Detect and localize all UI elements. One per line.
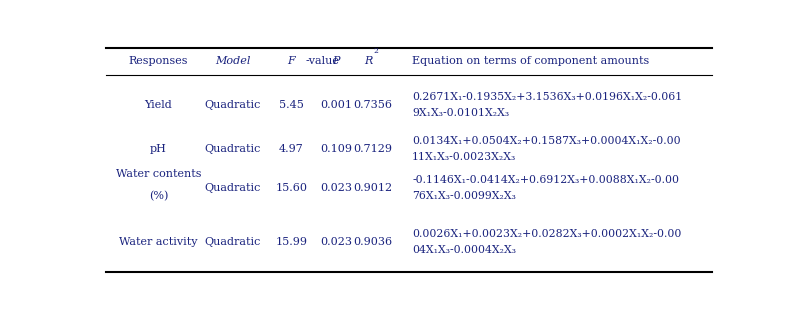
Text: R: R — [364, 56, 373, 66]
Text: (%): (%) — [148, 191, 168, 201]
Text: Quadratic: Quadratic — [204, 100, 261, 110]
Text: 0.0134X₁+0.0504X₂+0.1587X₃+0.0004X₁X₂-0.00: 0.0134X₁+0.0504X₂+0.1587X₃+0.0004X₁X₂-0.… — [412, 136, 681, 146]
Text: 11X₁X₃-0.0023X₂X₃: 11X₁X₃-0.0023X₂X₃ — [412, 152, 516, 162]
Text: 0.001: 0.001 — [320, 100, 352, 110]
Text: 0.023: 0.023 — [320, 183, 352, 193]
Text: Quadratic: Quadratic — [204, 144, 261, 154]
Text: 0.109: 0.109 — [320, 144, 352, 154]
Text: Water contents: Water contents — [116, 169, 201, 179]
Text: Responses: Responses — [128, 56, 188, 66]
Text: 04X₁X₃-0.0004X₂X₃: 04X₁X₃-0.0004X₂X₃ — [412, 245, 516, 255]
Text: 4.97: 4.97 — [279, 144, 304, 154]
Text: 0.9036: 0.9036 — [354, 236, 393, 247]
Text: -value: -value — [305, 56, 339, 66]
Text: 0.023: 0.023 — [320, 236, 352, 247]
Text: Quadratic: Quadratic — [204, 183, 261, 193]
Text: F: F — [287, 56, 295, 66]
Text: 76X₁X₃-0.0099X₂X₃: 76X₁X₃-0.0099X₂X₃ — [412, 191, 516, 201]
Text: Yield: Yield — [144, 100, 172, 110]
Text: Equation on terms of component amounts: Equation on terms of component amounts — [412, 56, 650, 66]
Text: 15.60: 15.60 — [275, 183, 307, 193]
Text: P: P — [332, 56, 340, 66]
Text: 9X₁X₃-0.0101X₂X₃: 9X₁X₃-0.0101X₂X₃ — [412, 108, 509, 118]
Text: 0.7129: 0.7129 — [354, 144, 393, 154]
Text: Quadratic: Quadratic — [204, 236, 261, 247]
Text: 15.99: 15.99 — [275, 236, 307, 247]
Text: 2: 2 — [373, 47, 378, 55]
Text: 5.45: 5.45 — [279, 100, 304, 110]
Text: 0.7356: 0.7356 — [354, 100, 393, 110]
Text: Model: Model — [215, 56, 251, 66]
Text: 0.2671X₁-0.1935X₂+3.1536X₃+0.0196X₁X₂-0.061: 0.2671X₁-0.1935X₂+3.1536X₃+0.0196X₁X₂-0.… — [412, 92, 682, 102]
Text: pH: pH — [150, 144, 167, 154]
Text: Water activity: Water activity — [119, 236, 198, 247]
Text: 0.9012: 0.9012 — [354, 183, 393, 193]
Text: 0.0026X₁+0.0023X₂+0.0282X₃+0.0002X₁X₂-0.00: 0.0026X₁+0.0023X₂+0.0282X₃+0.0002X₁X₂-0.… — [412, 229, 681, 239]
Text: -0.1146X₁-0.0414X₂+0.6912X₃+0.0088X₁X₂-0.00: -0.1146X₁-0.0414X₂+0.6912X₃+0.0088X₁X₂-0… — [412, 175, 679, 185]
